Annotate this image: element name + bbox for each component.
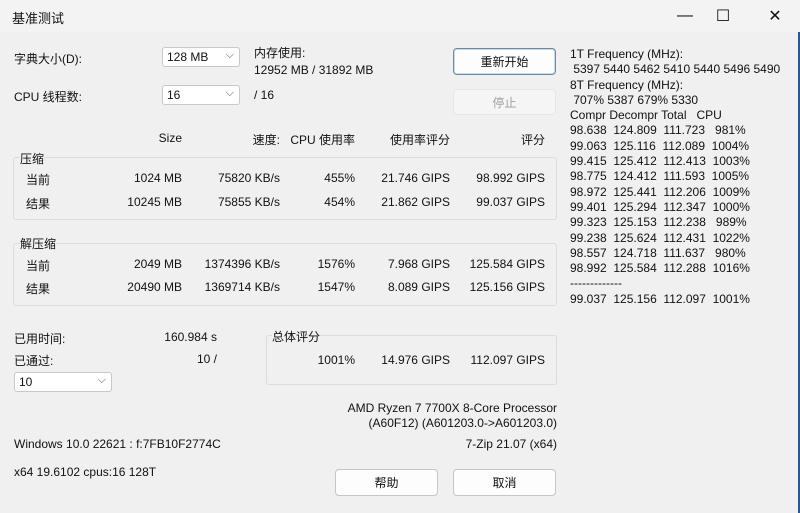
maximize-button[interactable]: ☐ (715, 8, 731, 25)
rating: 8.089 GIPS (387, 280, 450, 294)
rating: 7.968 GIPS (387, 257, 450, 271)
row-label: 当前 (26, 259, 51, 273)
score: 125.584 GIPS (469, 257, 545, 271)
memory-label: 内存使用: (254, 46, 306, 60)
title-bar: 基准测试 — ☐ ✕ (0, 0, 800, 32)
elapsed-value: 160.984 s (164, 330, 217, 344)
cpu-name: AMD Ryzen 7 7700X 8-Core Processor (347, 401, 557, 415)
total-cpu: 1001% (317, 353, 355, 367)
row-label: 当前 (26, 173, 51, 187)
help-button[interactable]: 帮助 (335, 469, 438, 496)
chevron-down-icon: ⌵ (225, 87, 234, 99)
compress-group (13, 157, 557, 220)
elapsed-label: 已用时间: (14, 332, 66, 346)
cpu-usage: 455% (324, 171, 355, 185)
size: 2049 MB (133, 257, 182, 271)
decompress-group (13, 243, 557, 306)
total-score-title: 总体评分 (272, 328, 321, 345)
score: 125.156 GIPS (469, 280, 545, 294)
header-rating: 使用率评分 (389, 133, 450, 147)
header-cpu: CPU 使用率 (290, 133, 355, 147)
close-button[interactable]: ✕ (768, 8, 782, 25)
dict-size-value: 128 MB (167, 50, 209, 64)
size: 10245 MB (127, 195, 182, 209)
compress-title: 压缩 (20, 150, 45, 167)
window-title: 基准测试 (12, 11, 65, 26)
dict-size-select[interactable]: 128 MB ⌵ (162, 47, 240, 67)
speed: 1374396 KB/s (204, 257, 280, 271)
threads-max: / 16 (254, 88, 275, 102)
size: 1024 MB (133, 171, 182, 185)
speed: 75855 KB/s (217, 195, 280, 209)
header-size: Size (158, 131, 182, 145)
row-label: 结果 (26, 197, 51, 211)
chevron-down-icon: ⌵ (225, 49, 234, 61)
benchmark-log: 1T Frequency (MHz): 5397 5440 5462 5410 … (570, 47, 781, 306)
total-rating: 14.976 GIPS (381, 353, 450, 367)
cpu-usage: 1576% (317, 257, 355, 271)
passes-select[interactable]: 10 ⌵ (14, 372, 112, 392)
total-score: 112.097 GIPS (470, 353, 546, 367)
memory-value: 12952 MB / 31892 MB (254, 63, 374, 77)
passes-value: 10 / (196, 352, 217, 366)
row-label: 结果 (26, 282, 51, 296)
os-info: Windows 10.0 22621 : f:7FB10F2774C (14, 437, 221, 451)
rating: 21.862 GIPS (381, 195, 450, 209)
rating: 21.746 GIPS (381, 171, 450, 185)
minimize-button[interactable]: — (677, 7, 693, 24)
decompress-title: 解压缩 (20, 235, 57, 252)
cpu-usage: 454% (324, 195, 355, 209)
threads-label: CPU 线程数: (14, 90, 83, 104)
cancel-button[interactable]: 取消 (453, 469, 556, 496)
window-border (798, 32, 800, 513)
threads-value: 16 (167, 88, 181, 102)
header-score: 评分 (520, 133, 545, 147)
passes-select-value: 10 (19, 375, 33, 389)
threads-select[interactable]: 16 ⌵ (162, 85, 240, 105)
score: 98.992 GIPS (476, 171, 545, 185)
dict-size-label: 字典大小(D): (14, 52, 82, 66)
arch-info: x64 19.6102 cpus:16 128T (14, 465, 157, 479)
cpu-usage: 1547% (317, 280, 355, 294)
chevron-down-icon: ⌵ (97, 374, 106, 386)
speed: 1369714 KB/s (204, 280, 280, 294)
version-info: 7-Zip 21.07 (x64) (465, 437, 557, 451)
speed: 75820 KB/s (217, 171, 280, 185)
restart-button[interactable]: 重新开始 (453, 48, 556, 75)
cpu-id: (A60F12) (A601203.0->A601203.0) (368, 416, 557, 430)
size: 20490 MB (127, 280, 182, 294)
header-speed: 速度: (252, 133, 280, 147)
total-score-group (266, 335, 557, 385)
score: 99.037 GIPS (476, 195, 545, 209)
passes-label: 已通过: (14, 354, 54, 368)
stop-button[interactable]: 停止 (453, 89, 556, 115)
